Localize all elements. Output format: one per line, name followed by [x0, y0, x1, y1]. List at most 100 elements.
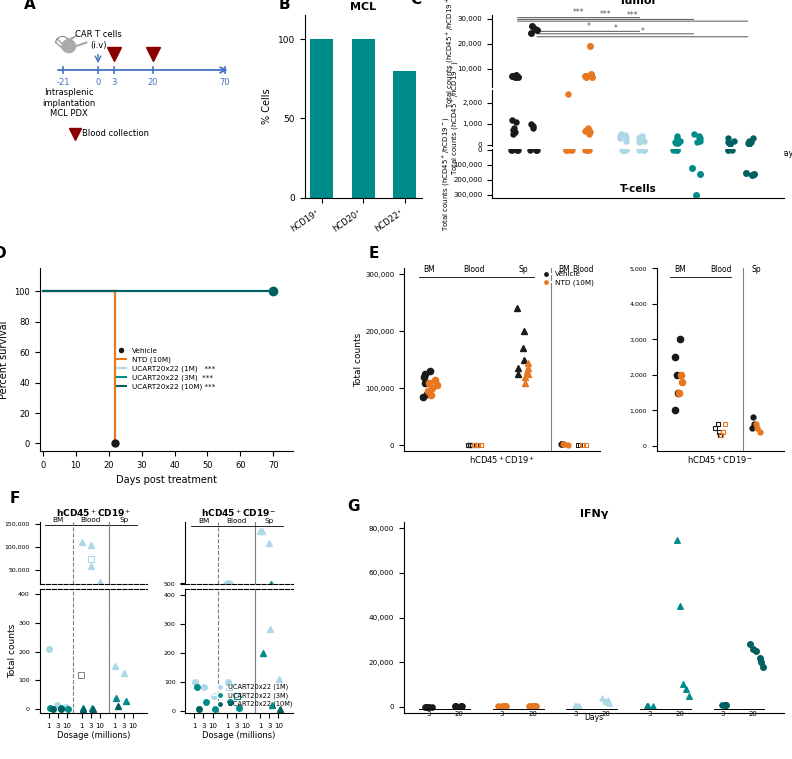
Text: ***: *** [626, 11, 638, 20]
Point [505, 144, 518, 156]
Y-axis label: Total counts (hCD45$^+$/hCD19$^-$): Total counts (hCD45$^+$/hCD19$^-$) [440, 116, 451, 231]
Legend: Vehicle, NTD (10M): Vehicle, NTD (10M) [536, 269, 596, 289]
Text: BM: BM [558, 265, 570, 274]
Point [690, 189, 703, 201]
Text: 20: 20 [455, 710, 463, 716]
Point [512, 71, 524, 83]
Point [580, 124, 592, 136]
Text: 3: 3 [675, 149, 680, 155]
Point [723, 137, 736, 149]
Point [422, 701, 435, 713]
Text: ***: *** [573, 8, 584, 17]
Point [633, 136, 645, 148]
Legend: UCART20x22 (1M), UCART20x22 (3M), UCART20x22 (10M): UCART20x22 (1M), UCART20x22 (3M), UCART2… [211, 682, 295, 710]
Text: 3: 3 [500, 710, 505, 716]
Point [720, 699, 733, 711]
Legend: Vehicle, NTD (10M), UCART20x22 (1M), UCART20x22 (3M), UCART20x22 (10M): Vehicle, NTD (10M), UCART20x22 (1M), UCA… [790, 15, 792, 59]
Point [724, 137, 737, 150]
Point [674, 134, 687, 146]
Text: *: * [613, 24, 617, 33]
Point [615, 128, 628, 140]
Y-axis label: Percent survival: Percent survival [0, 320, 9, 399]
Point [583, 124, 596, 136]
Point [642, 700, 654, 712]
Text: Blood: Blood [463, 265, 485, 274]
Point [669, 137, 682, 149]
Point [747, 132, 760, 144]
Text: 20: 20 [692, 149, 701, 155]
Text: F: F [10, 491, 20, 506]
Point [599, 695, 611, 707]
Point [579, 144, 592, 156]
Point [527, 122, 539, 134]
Point [525, 700, 538, 712]
Text: 3: 3 [621, 149, 625, 155]
Point [601, 696, 614, 708]
Point [614, 132, 626, 144]
Point [506, 144, 519, 156]
Point [694, 132, 706, 144]
Point [683, 689, 695, 701]
Point [525, 118, 538, 130]
Point [510, 69, 523, 81]
Point [582, 122, 595, 134]
Point [506, 114, 519, 126]
Text: 3: 3 [573, 710, 578, 716]
Point [449, 701, 462, 713]
Point [641, 700, 653, 712]
Text: 3: 3 [566, 149, 571, 155]
Point [562, 88, 575, 100]
Point [499, 701, 512, 713]
Text: 20: 20 [584, 149, 592, 155]
Point [492, 701, 505, 713]
Point [455, 701, 468, 713]
Point [569, 700, 581, 712]
Text: 20: 20 [147, 78, 158, 87]
Point [671, 144, 683, 156]
Text: 3: 3 [512, 149, 517, 155]
Point [569, 700, 581, 712]
Point [755, 656, 767, 668]
Point [500, 701, 512, 713]
Text: 20: 20 [746, 149, 755, 155]
Text: 70: 70 [219, 78, 230, 87]
Text: ◠: ◠ [55, 33, 71, 52]
Point [584, 126, 597, 138]
Text: Blood: Blood [573, 265, 594, 274]
Point [580, 70, 592, 82]
Text: Blood: Blood [227, 518, 246, 524]
Point [620, 134, 633, 146]
Text: 3: 3 [721, 710, 725, 716]
Text: 20: 20 [638, 149, 647, 155]
Point [748, 168, 760, 180]
Point [578, 70, 591, 82]
Point [525, 20, 538, 33]
Point [583, 144, 596, 156]
Point [672, 137, 684, 149]
Point [618, 144, 630, 156]
Point [642, 700, 654, 712]
Point [676, 679, 689, 691]
Point [529, 700, 542, 712]
Point [562, 144, 574, 156]
Point [718, 699, 731, 711]
Title: hCD45$^+$CD19$^+$: hCD45$^+$CD19$^+$ [55, 508, 131, 519]
Text: B: B [279, 0, 291, 11]
Point [722, 137, 735, 149]
Circle shape [62, 39, 75, 52]
Text: 3: 3 [647, 710, 652, 716]
Text: Days: Days [779, 149, 792, 158]
Text: 20: 20 [530, 149, 539, 155]
Text: Sp: Sp [519, 265, 528, 274]
Point [743, 137, 756, 149]
Point [581, 144, 593, 156]
Point [449, 701, 462, 713]
Point [722, 132, 734, 144]
Text: 0: 0 [95, 78, 101, 87]
Point [497, 701, 509, 713]
Bar [394, 71, 417, 198]
Point [527, 700, 540, 712]
Point [496, 701, 508, 713]
Point [530, 700, 543, 712]
Point [722, 144, 734, 156]
